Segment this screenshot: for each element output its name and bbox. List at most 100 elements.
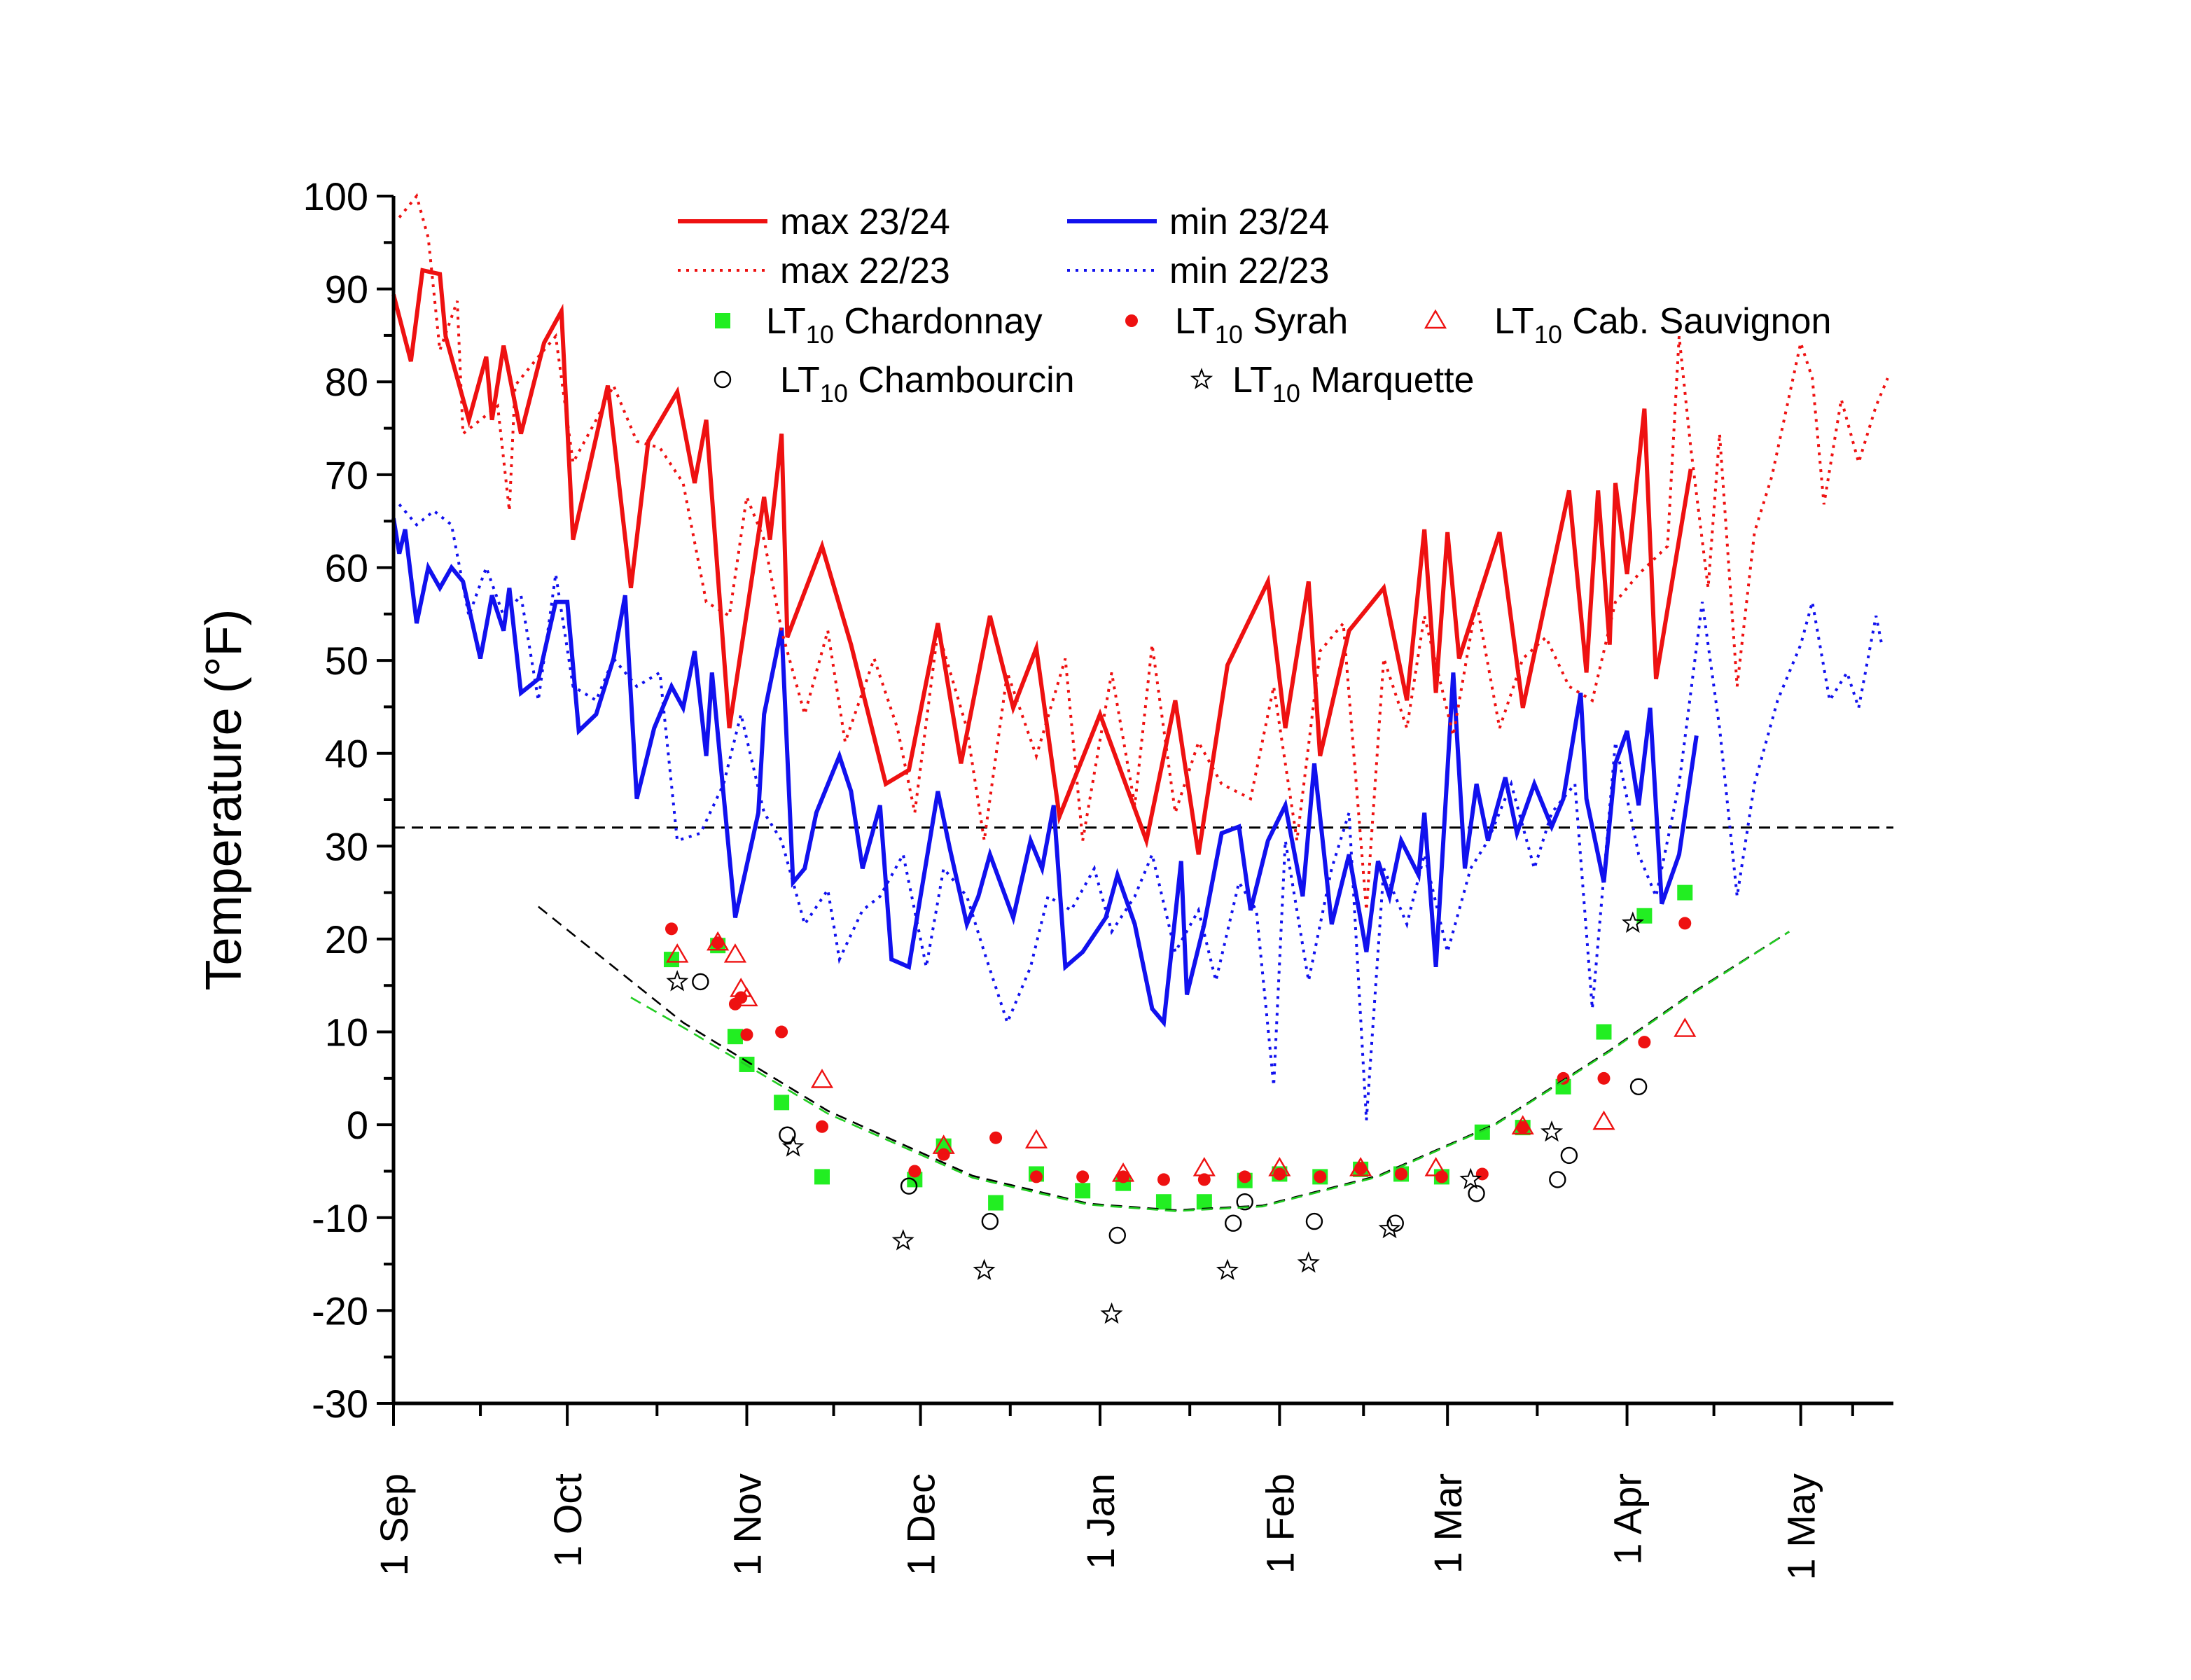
data-point [1516,1121,1529,1134]
y-tick-label: 10 [325,1011,368,1055]
legend-marker [714,370,732,389]
y-tick-label: 30 [325,824,368,868]
data-point [908,1165,921,1178]
x-tick-label: 1 Sep [372,1473,416,1576]
y-tick-label: 100 [303,174,368,218]
legend-label: LT10 Chardonnay [766,301,1043,349]
data-point [1597,1071,1611,1085]
data-point [937,1148,950,1161]
legend-label: LT10 Chambourcin [780,360,1075,408]
data-point [1100,1302,1123,1324]
y-tick-label: 40 [325,732,368,776]
x-tick-label: 1 Nov [725,1473,769,1576]
data-point [1349,1157,1372,1176]
series-line [398,193,1889,910]
series-line [391,518,1699,1028]
y-tick-label: 50 [325,639,368,683]
data-point [1117,1170,1130,1183]
data-point [727,1029,743,1045]
data-point [774,1095,790,1111]
legend-marker [1190,368,1213,389]
legend-label: LT10 Cab. Sauvignon [1494,301,1831,349]
y-tick-label: -10 [312,1196,368,1240]
data-point [1435,1170,1448,1183]
data-point [989,1131,1003,1144]
y-axis-label: Temperature (°F) [196,609,252,991]
y-tick-label: 90 [325,268,368,312]
data-point [1629,1078,1648,1095]
data-point [1305,1212,1323,1230]
data-point [1024,1129,1048,1148]
data-point [692,973,709,991]
data-point [1076,1170,1090,1183]
data-point [666,943,689,963]
data-point [665,922,678,936]
legend-label: LT10 Marquette [1232,360,1474,408]
data-point [1636,908,1653,924]
data-point [781,1135,805,1157]
data-point [775,1025,788,1039]
data-point [1621,911,1644,933]
series-line [398,503,1884,1120]
data-point [1196,1194,1212,1210]
y-tick-label: 80 [325,360,368,404]
data-point [1192,1157,1216,1176]
data-point [1273,1167,1286,1181]
data-point [1395,1167,1408,1181]
data-point [1297,1251,1320,1273]
data-point [1314,1170,1327,1183]
data-point [666,970,689,992]
data-point [1424,1157,1447,1176]
data-point [1216,1258,1239,1280]
y-tick-label: 0 [347,1103,368,1147]
data-point [1268,1157,1291,1176]
y-tick-label: -20 [312,1289,368,1333]
data-point [1549,1171,1566,1188]
data-point [816,1120,828,1133]
data-point [1638,1036,1651,1049]
data-point [981,1212,999,1230]
legend-marker [1424,309,1447,329]
legend-label: min 22/23 [1169,251,1329,291]
data-point [1075,1183,1091,1199]
data-point [1592,1110,1615,1130]
data-point [1157,1173,1170,1186]
data-point [1238,1170,1251,1183]
data-point [814,1169,830,1185]
legend-label: max 23/24 [780,202,950,242]
x-tick-label: 1 Feb [1258,1473,1302,1574]
data-point [1677,884,1693,901]
legend-marker [715,313,730,328]
data-point [779,1126,796,1144]
data-point [723,943,747,963]
y-tick-label: 70 [325,453,368,497]
x-tick-label: 1 Jan [1078,1473,1122,1569]
x-tick-label: 1 Apr [1606,1473,1650,1565]
data-point [1560,1146,1578,1165]
y-tick-label: 20 [325,917,368,962]
fit-curve [630,931,1790,1212]
series-line [391,268,1693,855]
x-tick-label: 1 Oct [545,1473,590,1567]
x-tick-label: 1 Mar [1426,1473,1470,1574]
y-tick-label: 60 [325,546,368,590]
data-point [988,1195,1004,1211]
legend-label: max 22/23 [780,251,950,291]
data-point [973,1258,996,1280]
data-point [1030,1170,1043,1183]
legend-marker [1125,314,1138,327]
data-point [1108,1226,1126,1244]
legend-label: LT10 Syrah [1175,301,1348,349]
data-point [711,936,725,950]
x-tick-label: 1 May [1779,1473,1823,1581]
data-point [735,987,758,1006]
data-point [740,1028,753,1041]
x-tick-label: 1 Dec [899,1473,943,1576]
data-point [1236,1193,1253,1211]
data-point [1596,1024,1612,1040]
data-point [1155,1194,1171,1210]
fit-curve [537,905,1790,1212]
data-point [932,1134,955,1154]
data-point [1540,1120,1564,1142]
